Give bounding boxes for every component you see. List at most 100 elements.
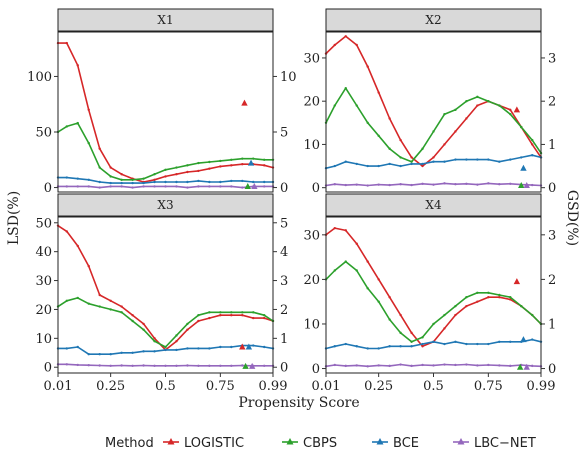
panel-x4-point-cbps [509,296,512,299]
panel-x4-point-cbps [443,313,446,317]
panel-x2-point-cbps [531,138,534,142]
panel-x3-ytick-left-label: 50 [35,216,52,231]
panel-x3-point-cbps [109,308,112,311]
panel-x1-point-lbc-net [65,185,68,188]
panel-x3-point-cbps [252,311,255,314]
panel-x1-point-cbps [142,177,145,180]
panel-x4-gsd-marker-logistic [513,278,521,285]
panel-x3-point-logistic [153,337,156,340]
panel-x2-point-logistic [531,143,534,146]
panel-x2-point-bce [377,164,380,168]
panel-x4-xtick-label: 0.99 [527,379,556,394]
panel-x1-gsd-marker-cbps [244,182,251,189]
panel-x3-xtick-label: 0.5 [155,379,176,394]
panel-x2-point-bce [388,162,391,166]
panel-x4-ytick-left-label: 10 [303,317,320,332]
panel-x2-point-bce [355,162,358,166]
panel-x4-ytick-left-label: 30 [303,228,320,243]
panel-x1-point-cbps [241,157,244,160]
panel-x1-point-lbc-net [98,186,101,189]
panel-x3-point-cbps [241,311,244,314]
legend-entry-logistic: LOGISTIC [163,436,244,451]
panel-x3-ytick-right-label: 0 [280,361,288,376]
panel-x3-point-lbc-net [208,364,211,367]
panel-x3-point-lbc-net [98,364,101,367]
panel-x1-point-cbps [197,161,200,165]
panel-x3-point-bce [65,347,68,350]
legend-label: CBPS [303,436,337,451]
panel-x3-point-cbps [87,302,90,305]
panel-x1-point-bce [76,177,79,180]
panel-x3-point-lbc-net [197,364,200,367]
panel-x3-gsd-marker-lbc-net [248,362,256,369]
panel-x1-point-lbc-net [142,185,145,188]
panel-x3-point-lbc-net [142,364,145,367]
panel-x3-point-bce [164,348,167,352]
panel-x1-point-bce [164,180,167,184]
panel-x3-point-logistic [87,264,90,268]
panel-x1-point-bce [263,180,266,184]
panel-x4-point-lbc-net [344,364,347,368]
panel-x3-point-lbc-net [175,364,178,367]
panel-x4-point-lbc-net [487,363,490,367]
panel-x4-point-bce [432,340,435,343]
panel-x2-ytick-right-label: 3 [548,51,556,66]
legend-label: BCE [393,436,419,451]
panel-x4-point-cbps [465,296,468,299]
panel-x2-ytick-left-label: 0 [312,181,320,196]
panel-x3-gsd-marker-logistic [239,343,246,350]
panel-x1-line-logistic [58,42,274,183]
panel-x1: X1 0 50 100 0 5 10 [27,8,297,196]
panel-x4-line-logistic [325,227,542,348]
legend-entry-bce: BCE [372,436,419,451]
panel-x3-point-bce [252,344,255,347]
panel-x1-gsd-marker-lbc-net [251,182,258,189]
panel-x4-point-cbps [377,300,380,303]
panel-x2-point-bce [498,160,501,163]
legend-label: LOGISTIC [184,436,244,451]
panel-x1-border [57,31,274,193]
panel-x3-point-cbps [131,319,134,323]
panel-x4-point-cbps [399,331,402,335]
panel-x4-point-logistic [487,296,490,299]
panel-x2-point-bce [520,156,523,159]
panel-x4-point-bce [487,342,490,346]
panel-x3-point-logistic [208,316,211,320]
panel-x2-point-logistic [454,130,457,133]
legend: Method LOGISTIC CBPS BCE LBC−NET [105,436,536,451]
panel-x2-point-lbc-net [366,184,369,187]
panel-x3-point-cbps [153,340,156,343]
panel-x2-point-logistic [399,138,402,142]
panel-x4-border [325,216,542,374]
panel-x4-point-logistic [509,298,512,301]
panel-x1-point-cbps [131,178,134,181]
panel-x2-line-logistic [325,35,542,167]
legend-label: LBC−NET [474,436,536,451]
panel-x1-point-bce [219,180,222,184]
panel-x1-point-logistic [109,166,112,169]
panel-x3-point-cbps [197,314,200,317]
panel-x3-point-logistic [120,305,123,308]
panel-x1-ytick-right-label: 10 [280,70,297,85]
panel-x3-ytick-right-label: 3 [280,274,288,289]
panel-x4-gsd-marker-cbps [516,363,524,370]
panel-x4-point-bce [344,342,347,346]
panel-x3: X3 0 10 20 30 40 50 0 1 2 3 4 5 0.01 0.25 0.5 0.75 0.99 [35,193,288,394]
panel-x2-point-logistic [465,117,468,120]
panel-x4-gsd-marker-lbc-net [523,363,530,370]
panel-x3-point-lbc-net [263,364,266,367]
panel-x2-point-bce [333,164,336,168]
panel-x3-point-lbc-net [76,363,79,367]
panel-x4-point-bce [410,345,413,348]
panel-x2-point-lbc-net [454,183,457,186]
panel-x1-point-logistic [164,175,167,178]
legend-key-marker [376,438,384,445]
legend-key-marker [457,438,465,445]
panel-x3-point-cbps [120,311,123,314]
panel-x3-point-cbps [208,311,211,314]
panel-x3-point-bce [219,345,222,349]
panel-x4-point-cbps [476,291,479,294]
panel-x4-title: X4 [425,198,442,212]
panel-x4-ytick-right-label: 2 [548,273,556,288]
panel-x2-border [325,31,542,193]
